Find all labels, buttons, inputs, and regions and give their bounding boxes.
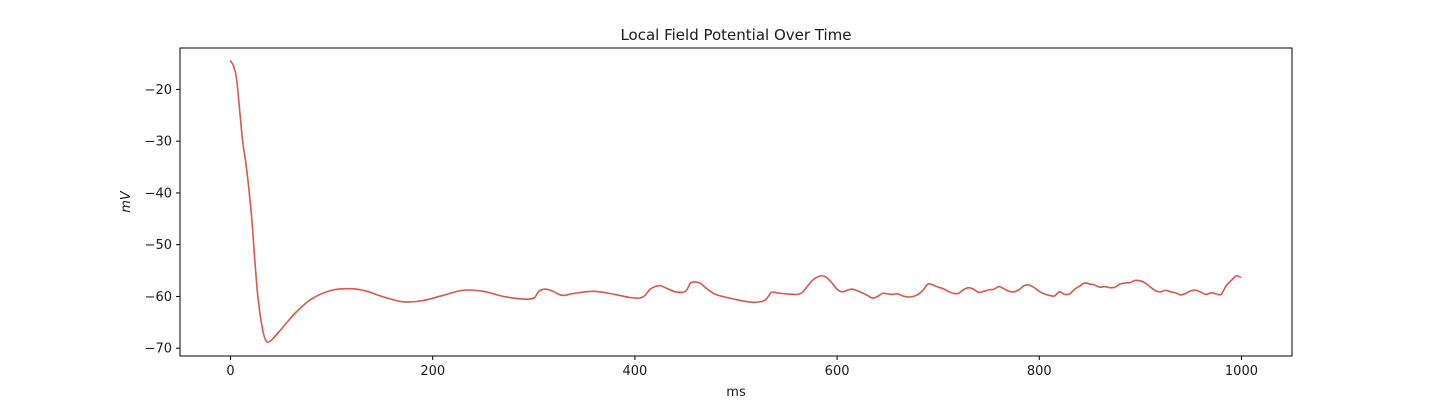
x-tick-label: 0 xyxy=(226,364,234,379)
y-tick-label: −70 xyxy=(145,342,172,357)
x-tick-label: 800 xyxy=(1027,364,1052,379)
series-line xyxy=(229,60,1242,344)
plot-area-frame xyxy=(179,47,1293,357)
x-tick-label: 400 xyxy=(622,364,647,379)
x-axis-ticks: 0 200 400 600 800 1000 xyxy=(226,356,1258,379)
y-tick-label: −40 xyxy=(145,186,172,201)
x-tick-label: 1000 xyxy=(1225,364,1258,379)
y-axis-label: mV xyxy=(119,190,134,213)
x-axis-label: ms xyxy=(726,385,746,400)
y-tick-label: −50 xyxy=(145,238,172,253)
y-tick-label: −20 xyxy=(145,83,172,98)
y-axis-ticks: −70 −60 −50 −40 −30 −20 xyxy=(145,83,180,357)
x-tick-label: 600 xyxy=(825,364,850,379)
chart-title: Local Field Potential Over Time xyxy=(620,26,851,44)
x-tick-label: 200 xyxy=(420,364,445,379)
y-tick-label: −30 xyxy=(145,135,172,150)
y-tick-label: −60 xyxy=(145,290,172,305)
